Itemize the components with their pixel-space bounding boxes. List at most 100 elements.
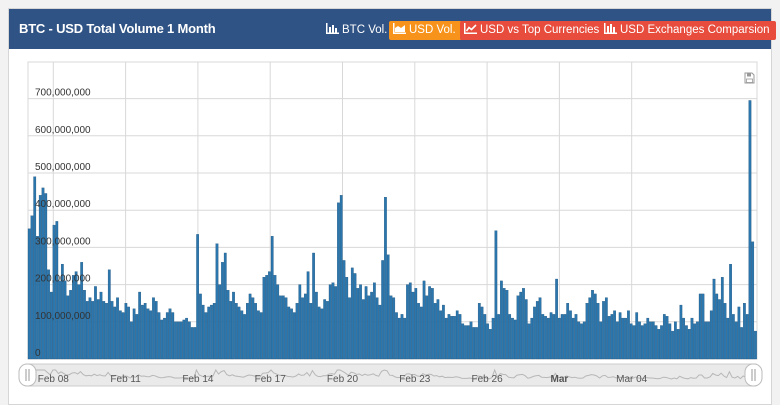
- volume-bar: [91, 301, 95, 360]
- volume-bar: [629, 323, 633, 360]
- volume-bar: [466, 325, 470, 360]
- btc-volume-label: BTC Vol.: [342, 24, 388, 36]
- volume-bar: [326, 301, 329, 360]
- y-tick-label: 0: [35, 348, 41, 359]
- volume-bar: [566, 303, 570, 360]
- volume-bar: [472, 327, 476, 360]
- volume-bar: [353, 273, 357, 360]
- volume-bar: [555, 278, 558, 360]
- navigator-right-handle[interactable]: [744, 363, 763, 387]
- volume-bar: [679, 304, 683, 360]
- volume-bar: [450, 316, 454, 360]
- volume-bar: [334, 286, 338, 360]
- volume-bar: [232, 291, 235, 360]
- volume-bar: [453, 316, 456, 360]
- volume-bar: [243, 314, 246, 360]
- volume-bar: [207, 306, 211, 360]
- volume-bar: [422, 280, 426, 360]
- volume-bar: [411, 291, 415, 360]
- volume-bar: [298, 284, 302, 360]
- volume-bar: [384, 197, 387, 360]
- y-tick-label: 500,000,000: [35, 162, 91, 173]
- volume-bar: [367, 295, 371, 360]
- volume-bar: [127, 306, 130, 360]
- volume-bar: [475, 327, 478, 360]
- volume-bar: [538, 297, 542, 360]
- volume-bar: [599, 321, 603, 360]
- y-tick-label: 100,000,000: [35, 311, 91, 322]
- volume-bar: [350, 267, 354, 360]
- volume-bar: [638, 321, 641, 360]
- volume-bar: [469, 321, 473, 360]
- volume-bar: [110, 301, 114, 360]
- volume-bar: [292, 312, 296, 360]
- volume-bar: [726, 317, 730, 360]
- volume-bar: [698, 293, 702, 360]
- volume-bar: [616, 321, 619, 360]
- volume-bar: [268, 271, 271, 360]
- volume-bar: [36, 236, 39, 360]
- volume-bar: [80, 262, 84, 360]
- volume-bar: [732, 314, 735, 360]
- range-navigator[interactable]: Feb 08 Feb 11 Feb 14 Feb 17 Feb 20 Feb 23 Feb …: [18, 363, 763, 387]
- volume-bar: [646, 317, 650, 360]
- navigator-series: [28, 368, 755, 380]
- volume-bar: [348, 297, 351, 360]
- volume-bar: [712, 278, 716, 360]
- volume-bar: [704, 321, 708, 360]
- volume-bar: [154, 301, 158, 360]
- y-tick-label: 700,000,000: [35, 88, 91, 99]
- volume-bar: [392, 297, 396, 360]
- volume-bar: [419, 306, 423, 360]
- y-axis-tick-labels: 0 100,000,000 200,000,000 300,000,000 400,00…: [35, 88, 91, 359]
- volume-bar: [124, 303, 128, 360]
- volume-bar: [185, 317, 188, 360]
- volume-bar: [541, 314, 545, 360]
- volume-bar: [218, 284, 222, 360]
- volume-bar: [439, 310, 443, 360]
- bar-chart-icon: [326, 23, 339, 34]
- volume-bar: [141, 304, 144, 360]
- navigator-left-handle[interactable]: [18, 363, 37, 387]
- volume-bar: [674, 321, 677, 360]
- volume-bar: [60, 263, 64, 360]
- volume-bar: [676, 329, 680, 360]
- volume-bar: [588, 297, 592, 360]
- volume-bar: [596, 303, 600, 360]
- volume-bar: [685, 325, 688, 360]
- volume-bar: [720, 277, 724, 360]
- btc-volume-button[interactable]: BTC Vol.: [322, 21, 393, 40]
- volume-bar: [188, 321, 191, 360]
- volume-bar: [607, 316, 611, 360]
- usd-volume-button[interactable]: USD Vol.: [389, 21, 462, 40]
- volume-bar: [632, 325, 636, 360]
- usd-exchanges-comparison-label: USD Exchanges Comparsion: [620, 24, 770, 36]
- volume-bar: [163, 317, 166, 360]
- volume-bar: [533, 306, 536, 360]
- volume-bar: [160, 319, 164, 360]
- volume-bar: [41, 187, 45, 360]
- volume-bar: [444, 317, 448, 360]
- volume-bar: [221, 262, 224, 360]
- volume-bar: [527, 323, 531, 360]
- volume-bar: [718, 299, 721, 360]
- volume-bar: [649, 321, 652, 360]
- volume-bar: [257, 310, 260, 360]
- volume-bar: [665, 316, 669, 360]
- volume-bar: [121, 312, 125, 360]
- volume-bar: [176, 321, 180, 360]
- volume-bar: [593, 293, 597, 360]
- export-icon[interactable]: [744, 72, 755, 84]
- volume-bar: [546, 317, 550, 360]
- usd-exchanges-comparison-button[interactable]: USD Exchanges Comparsion: [600, 21, 776, 40]
- volume-bar: [574, 314, 578, 360]
- volume-bar: [621, 317, 625, 360]
- volume-bar: [729, 263, 732, 360]
- volume-bar: [414, 288, 418, 360]
- volume-bar: [389, 295, 393, 360]
- volume-bar: [687, 329, 691, 360]
- usd-vs-top-currencies-button[interactable]: USD vs Top Currencies: [460, 21, 606, 40]
- volume-bar: [585, 303, 589, 360]
- y-tick-label: 200,000,000: [35, 274, 91, 285]
- volume-bar: [436, 299, 440, 360]
